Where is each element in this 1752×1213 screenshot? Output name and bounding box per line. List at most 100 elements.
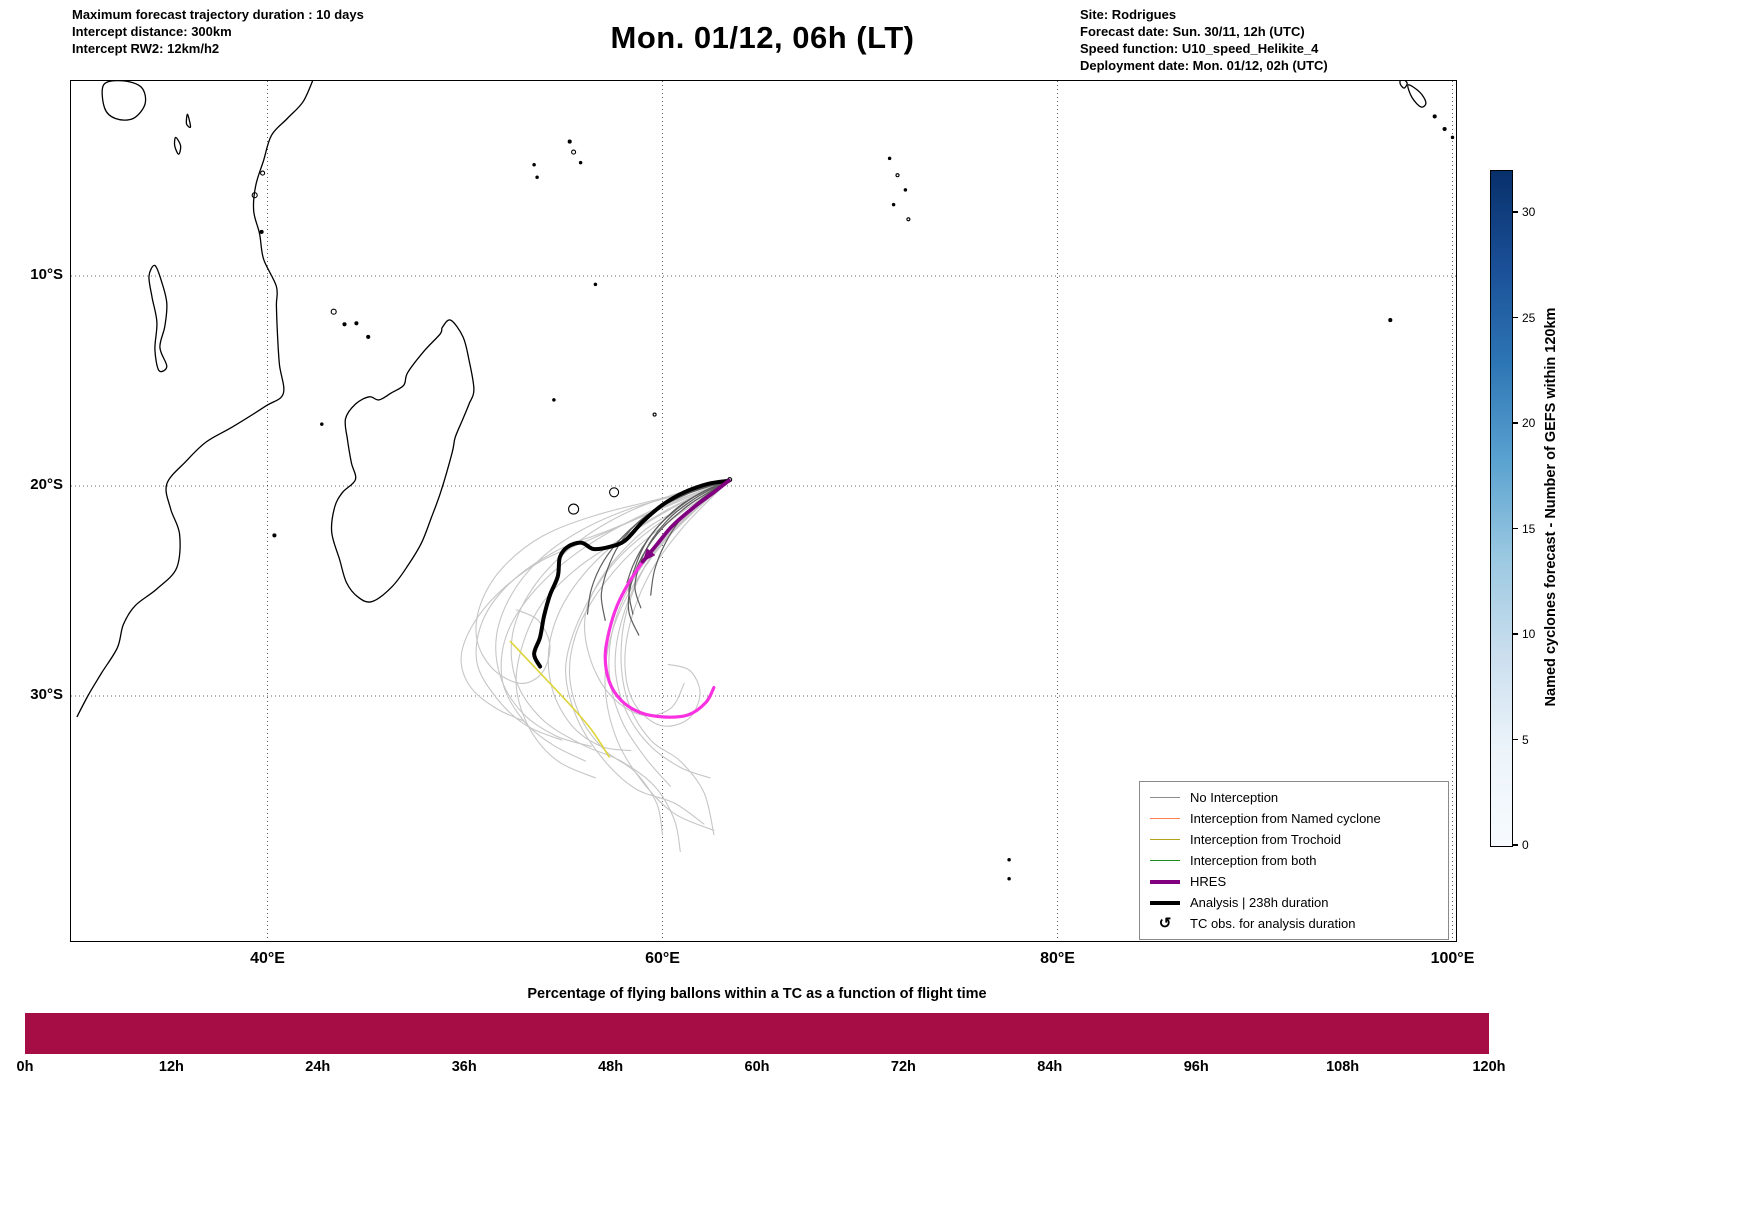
island xyxy=(320,422,324,426)
legend-line-swatch xyxy=(1150,900,1180,905)
flight-time-tick-label: 12h xyxy=(158,1059,184,1075)
island xyxy=(1450,135,1455,140)
legend-item-label: TC obs. for analysis duration xyxy=(1190,916,1356,931)
param-intercept-rw2: Intercept RW2: 12km/h2 xyxy=(72,41,220,56)
trajectory-ensemble-light xyxy=(475,480,730,741)
legend-line-swatch xyxy=(1150,838,1180,841)
legend: No Interception Interception from Named c… xyxy=(1139,781,1449,940)
island xyxy=(609,487,620,498)
lon-tick-label: 100°E xyxy=(1430,950,1475,967)
balloon-percentage-bar xyxy=(25,1013,1489,1054)
flight-time-tick-label: 60h xyxy=(744,1059,770,1075)
deployment-date: Deployment date: Mon. 01/12, 02h (UTC) xyxy=(1080,58,1328,73)
island xyxy=(895,173,900,178)
trajectory-ensemble-light xyxy=(620,480,730,836)
legend-item-label: Analysis | 238h duration xyxy=(1190,895,1329,910)
legend-line-swatch xyxy=(1150,879,1180,884)
colorbar-tick-mark xyxy=(1513,844,1518,846)
flight-time-tick-label: 48h xyxy=(598,1059,624,1075)
island xyxy=(272,533,277,538)
coastline xyxy=(76,81,314,718)
island xyxy=(535,175,539,180)
trajectory-map: No Interception Interception from Named c… xyxy=(30,80,1474,967)
lat-tick-label: 20°S xyxy=(30,476,63,493)
colorbar-tick-mark xyxy=(1513,422,1518,424)
trajectory-ensemble-light xyxy=(500,480,730,762)
legend-item-label: Interception from Named cyclone xyxy=(1190,811,1381,826)
forecast-date: Forecast date: Sun. 30/11, 12h (UTC) xyxy=(1080,24,1305,39)
island xyxy=(259,229,264,234)
island xyxy=(260,170,266,176)
colorbar-tick-label: 20 xyxy=(1522,416,1536,431)
lon-tick-label: 80°E xyxy=(1040,950,1075,967)
colorbar-tick-label: 25 xyxy=(1522,310,1536,325)
trajectory-ensemble-dark xyxy=(628,480,730,615)
coastline-island xyxy=(185,113,192,129)
balloon-chart-title: Percentage of flying ballons within a TC… xyxy=(527,986,987,1002)
coastline-island xyxy=(173,136,182,155)
site-info: Site: Rodrigues Forecast date: Sun. 30/1… xyxy=(1080,6,1328,74)
flight-time-tick-label: 24h xyxy=(305,1059,331,1075)
legend-line-swatch xyxy=(1150,796,1180,799)
colorbar-label: Named cyclones forecast - Number of GEFS… xyxy=(1543,307,1559,707)
trajectory-hres xyxy=(640,478,731,564)
trajectory-hres-later-portion- xyxy=(603,560,716,719)
trajectory-analysis-238h-duration xyxy=(532,478,731,669)
flight-time-tick-label: 120h xyxy=(1472,1059,1506,1075)
lat-tick-label: 10°S xyxy=(30,266,63,283)
flight-time-tick-label: 0h xyxy=(16,1059,34,1075)
map-canvas xyxy=(71,81,1456,941)
island xyxy=(593,282,598,287)
colorbar-tick-mark xyxy=(1513,316,1518,319)
island xyxy=(1388,318,1393,323)
trajectory-ensemble-light xyxy=(608,480,730,787)
colorbar-tick-mark xyxy=(1513,527,1518,530)
trajectory-ensemble-light xyxy=(568,480,730,836)
legend-item-label: HRES xyxy=(1190,874,1227,889)
legend-item-label: No Interception xyxy=(1190,790,1279,805)
island xyxy=(567,139,572,144)
island xyxy=(1007,858,1011,862)
legend-item: Interception from Named cyclone xyxy=(1140,808,1448,829)
flight-time-tick-label: 36h xyxy=(451,1059,477,1075)
hres-arrowhead xyxy=(642,548,656,562)
legend-item-label: Interception from Trochoid xyxy=(1190,832,1342,847)
coastline-island xyxy=(101,81,147,121)
site-name: Site: Rodrigues xyxy=(1080,7,1177,22)
flight-time-tick-label: 96h xyxy=(1183,1059,1209,1075)
coastline-island xyxy=(330,319,475,603)
island xyxy=(887,156,892,161)
trajectory-ensemble-light xyxy=(495,480,730,747)
tc-obs-marker-icon: ↺ xyxy=(1158,915,1172,932)
island xyxy=(571,149,577,155)
flight-time-tick-label: 84h xyxy=(1037,1059,1063,1075)
island xyxy=(652,412,657,417)
island xyxy=(532,162,536,167)
flight-time-tick-label: 72h xyxy=(890,1059,916,1075)
island xyxy=(1432,114,1437,119)
trajectory-ensemble-dark xyxy=(650,480,730,596)
lon-tick-label: 40°E xyxy=(250,950,285,967)
trajectory-ensemble-light xyxy=(547,480,730,752)
island xyxy=(1007,876,1011,881)
trajectory-ensemble-dark xyxy=(634,480,730,609)
colorbar-tick-mark xyxy=(1513,633,1518,635)
island xyxy=(903,188,908,192)
island xyxy=(330,308,337,315)
speed-function: Speed function: U10_speed_Helikite_4 xyxy=(1080,41,1319,56)
colorbar-tick-label: 0 xyxy=(1522,838,1529,852)
legend-item: ↺ TC obs. for analysis duration xyxy=(1140,913,1448,934)
legend-line-swatch xyxy=(1150,817,1180,820)
trajectory-ensemble-light xyxy=(614,480,730,779)
legend-item: Analysis | 238h duration xyxy=(1140,892,1448,913)
island xyxy=(568,503,580,515)
legend-line-swatch xyxy=(1150,859,1180,862)
island xyxy=(366,334,371,339)
trajectory-ensemble-light xyxy=(510,480,730,852)
colorbar-tick-label: 5 xyxy=(1522,732,1529,747)
colorbar-gradient xyxy=(1490,170,1513,847)
legend-item: No Interception xyxy=(1140,787,1448,808)
legend-item: Interception from both xyxy=(1140,850,1448,871)
trajectory-ensemble-dark xyxy=(627,480,730,636)
legend-item: HRES xyxy=(1140,871,1448,892)
